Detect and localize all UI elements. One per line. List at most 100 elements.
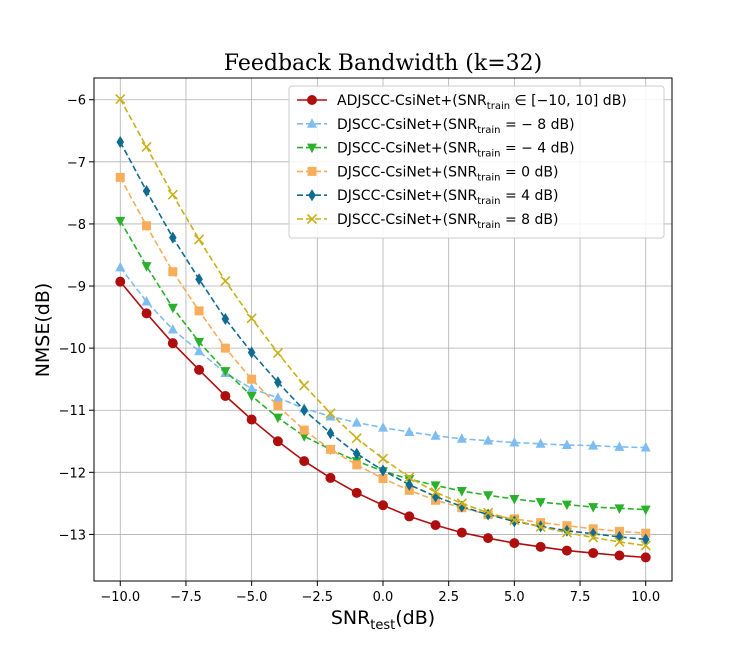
x-tick-label: 0.0 — [373, 590, 394, 605]
data-point — [430, 430, 441, 440]
y-tick-label: −11 — [59, 404, 86, 419]
y-axis-label: NMSE(dB) — [32, 283, 54, 378]
data-point — [142, 221, 152, 231]
legend-marker — [307, 166, 317, 176]
data-point — [116, 135, 125, 148]
data-point — [509, 495, 520, 505]
data-point — [561, 545, 572, 556]
series-1 — [115, 261, 651, 452]
data-point — [535, 521, 546, 533]
data-point — [299, 425, 309, 435]
data-point — [115, 94, 126, 105]
data-point — [430, 481, 441, 491]
data-point — [299, 456, 310, 467]
series-layer — [115, 94, 651, 563]
data-point — [169, 231, 177, 244]
legend-label: DJSCC-CsiNet+(SNRtrain = 4 dB) — [337, 188, 558, 207]
legend-label-suffix: = 0 dB) — [501, 164, 559, 180]
data-point — [272, 413, 283, 424]
data-point — [378, 500, 388, 511]
y-tick-label: −13 — [59, 528, 86, 543]
data-point — [326, 427, 335, 440]
data-point — [641, 528, 651, 538]
legend-entry-3: DJSCC-CsiNet+(SNRtrain = 0 dB) — [297, 164, 558, 183]
legend-marker — [306, 213, 318, 225]
data-point — [167, 303, 178, 314]
data-point — [194, 306, 204, 316]
data-point — [141, 308, 152, 319]
y-tick-label: −8 — [67, 218, 86, 233]
legend-entry-1: DJSCC-CsiNet+(SNRtrain = − 8 dB) — [297, 117, 575, 136]
data-point — [456, 498, 467, 509]
y-tick-label: −7 — [67, 156, 86, 171]
data-point — [115, 261, 126, 272]
y-tick-label: −10 — [59, 342, 86, 357]
series-5 — [115, 94, 651, 551]
data-point — [273, 401, 283, 411]
legend-label-prefix: DJSCC-CsiNet+(SNR — [337, 212, 477, 228]
data-point — [167, 324, 178, 334]
data-point — [509, 538, 520, 549]
legend-label-prefix: DJSCC-CsiNet+(SNR — [337, 141, 477, 157]
legend-label: DJSCC-CsiNet+(SNRtrain = 8 dB) — [337, 212, 558, 231]
data-point — [141, 296, 152, 306]
x-tick-label: −10.0 — [100, 590, 140, 605]
data-point — [141, 141, 152, 152]
data-point — [274, 376, 282, 389]
data-point — [456, 527, 467, 538]
x-axis-label-sub: test — [370, 618, 395, 633]
data-point — [377, 453, 389, 464]
legend-entry-4: DJSCC-CsiNet+(SNRtrain = 4 dB) — [297, 188, 558, 207]
data-point — [352, 447, 361, 460]
data-point — [115, 276, 126, 287]
data-point — [378, 422, 388, 432]
legend-label-prefix: ADJSCC-CsiNet+(SNR — [337, 93, 487, 109]
data-point — [588, 532, 599, 543]
legend-box — [288, 85, 665, 239]
data-point — [640, 552, 651, 563]
data-point — [483, 533, 494, 544]
legend-label: DJSCC-CsiNet+(SNRtrain = 0 dB) — [337, 164, 558, 183]
data-point — [194, 337, 205, 348]
data-point — [430, 520, 441, 531]
legend-label-suffix: = 8 dB) — [501, 212, 559, 228]
legend-marker — [308, 189, 316, 202]
data-point — [325, 408, 336, 419]
y-tick-label: −6 — [67, 94, 86, 109]
data-point — [456, 486, 467, 497]
x-tick-label: 7.5 — [570, 590, 591, 605]
data-point — [299, 380, 310, 391]
data-point — [220, 275, 231, 287]
data-point — [404, 472, 415, 483]
legend-label-prefix: DJSCC-CsiNet+(SNR — [337, 117, 477, 133]
legend-entry-0: ADJSCC-CsiNet+(SNRtrain ∈ [−10, 10] dB) — [297, 93, 627, 112]
data-point — [141, 262, 152, 272]
data-point — [405, 478, 414, 491]
data-point — [430, 487, 441, 498]
x-tick-label: −7.5 — [170, 590, 202, 605]
data-point — [351, 417, 362, 427]
data-point — [195, 273, 203, 286]
legend-label: ADJSCC-CsiNet+(SNRtrain ∈ [−10, 10] dB) — [337, 93, 627, 112]
data-point — [509, 515, 520, 526]
legend-label: DJSCC-CsiNet+(SNRtrain = − 8 dB) — [337, 117, 575, 136]
data-point — [246, 382, 257, 393]
data-point — [379, 464, 387, 477]
data-point — [272, 436, 283, 447]
series-line — [119, 98, 646, 547]
data-point — [325, 444, 335, 454]
x-tick-label: −5.0 — [236, 590, 268, 605]
legend-entry-2: DJSCC-CsiNet+(SNRtrain = − 4 dB) — [297, 141, 575, 160]
legend-label-sub: train — [477, 125, 500, 136]
data-point — [614, 550, 625, 561]
data-point — [561, 500, 572, 511]
data-point — [535, 498, 546, 508]
data-point — [561, 527, 572, 538]
y-tick-label: −12 — [59, 466, 86, 481]
data-point — [115, 216, 126, 227]
data-point — [220, 367, 231, 377]
data-point — [325, 472, 336, 483]
data-point — [458, 500, 466, 513]
data-point — [378, 474, 388, 484]
